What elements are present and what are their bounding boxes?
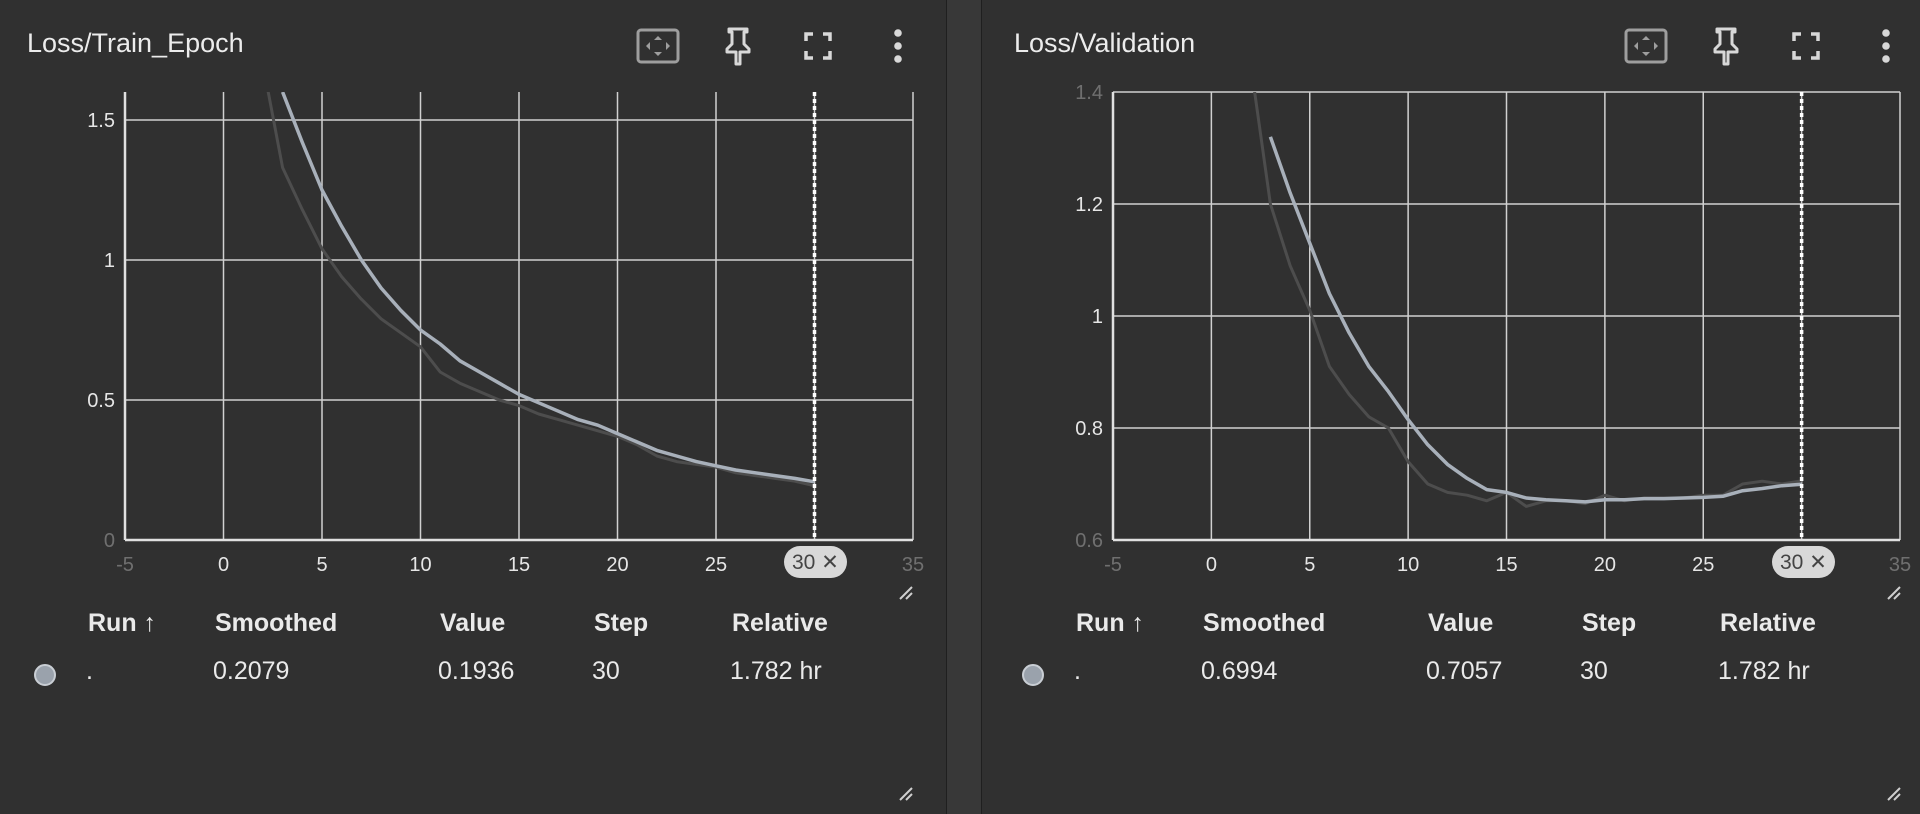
cell-run: . [1074, 657, 1081, 685]
resize-handle-icon[interactable] [1886, 786, 1902, 802]
x-tick-label: -5 [1104, 554, 1122, 576]
cell-value: 0.7057 [1426, 657, 1503, 685]
fit-domain-icon [1624, 28, 1668, 64]
cell-run: . [86, 657, 93, 685]
column-header-smoothed[interactable]: Smoothed [1203, 609, 1326, 637]
more-options-button[interactable] [1862, 22, 1910, 70]
fit-domain-button[interactable] [1622, 22, 1670, 70]
grid [1112, 91, 1901, 541]
smoothed-series-line [280, 92, 815, 484]
fullscreen-button[interactable] [1782, 22, 1830, 70]
x-tick-label: 15 [508, 554, 530, 576]
cell-value: 0.1936 [438, 657, 515, 685]
smoothed-series-line [1268, 136, 1802, 504]
x-tick-label: 35 [902, 554, 924, 576]
line-chart[interactable]: -5 0 5 10 15 20 25 35 0.6 0.8 1 1.2 1.4 [982, 0, 1920, 600]
step-marker-chip[interactable]: 30 ✕ [784, 546, 847, 578]
pin-icon [725, 27, 751, 66]
x-tick-label: 20 [606, 554, 628, 576]
y-tick-label: 0.6 [1075, 530, 1103, 552]
y-tick-label: 0.8 [1075, 418, 1103, 440]
x-tick-label: 15 [1495, 554, 1517, 576]
y-tick-label: 1.4 [1075, 82, 1103, 104]
step-chip-label: 30 ✕ [1780, 550, 1827, 574]
cell-step: 30 [592, 657, 620, 685]
cell-smoothed: 0.6994 [1201, 657, 1278, 685]
run-color-dot [34, 664, 56, 686]
column-header-relative[interactable]: Relative [1720, 609, 1816, 637]
column-header-step[interactable]: Step [1582, 609, 1637, 637]
column-header-run[interactable]: Run ↑ [1076, 609, 1145, 637]
x-tick-label: 10 [1397, 554, 1419, 576]
y-tick-label: 0 [104, 530, 115, 552]
column-header-value[interactable]: Value [440, 609, 506, 637]
cell-relative: 1.782 hr [1718, 657, 1810, 685]
x-tick-label: 5 [1304, 554, 1315, 576]
x-tick-label: -5 [116, 554, 134, 576]
card-title: Loss/Train_Epoch [27, 28, 244, 58]
panel-divider [946, 0, 982, 814]
raw-series-line [1253, 92, 1802, 508]
more-vert-icon [1882, 29, 1890, 63]
x-tick-label: 20 [1594, 554, 1616, 576]
column-header-step[interactable]: Step [594, 609, 649, 637]
step-marker-chip[interactable]: 30 ✕ [1772, 546, 1835, 578]
cell-step: 30 [1580, 657, 1608, 685]
y-tick-label: 1.2 [1075, 194, 1103, 216]
resize-handle-icon[interactable] [898, 585, 914, 601]
more-options-button[interactable] [874, 22, 922, 70]
grid [124, 92, 914, 541]
fullscreen-icon [804, 32, 832, 60]
x-tick-label: 0 [218, 554, 229, 576]
x-tick-label: 35 [1889, 554, 1911, 576]
y-tick-label: 1.5 [87, 110, 115, 132]
fullscreen-icon [1792, 32, 1820, 60]
fit-domain-button[interactable] [634, 22, 682, 70]
pin-button[interactable] [1702, 22, 1750, 70]
run-color-dot [1022, 664, 1044, 686]
scalar-card-train-epoch: Loss/Train_Epoch -5 0 5 10 15 20 25 35 0 0.5 1 1.5 … [0, 0, 946, 814]
fullscreen-button[interactable] [794, 22, 842, 70]
x-tick-label: 0 [1206, 554, 1217, 576]
x-tick-label: 25 [705, 554, 727, 576]
card-title: Loss/Validation [1014, 28, 1196, 58]
scalar-card-validation: Loss/Validation -5 0 5 10 15 20 25 35 0.6 0.8 1 1.2… [982, 0, 1920, 814]
cell-smoothed: 0.2079 [213, 657, 290, 685]
column-header-relative[interactable]: Relative [732, 609, 828, 637]
x-tick-label: 5 [316, 554, 327, 576]
raw-series-line [266, 92, 815, 488]
column-header-run[interactable]: Run ↑ [88, 609, 157, 637]
resize-handle-icon[interactable] [1886, 585, 1902, 601]
x-tick-label: 10 [409, 554, 431, 576]
y-tick-label: 0.5 [87, 390, 115, 412]
cell-relative: 1.782 hr [730, 657, 822, 685]
step-chip-label: 30 ✕ [792, 550, 839, 574]
more-vert-icon [894, 29, 902, 63]
resize-handle-icon[interactable] [898, 786, 914, 802]
pin-button[interactable] [714, 22, 762, 70]
y-tick-label: 1 [104, 250, 115, 272]
pin-icon [1713, 27, 1739, 66]
column-header-smoothed[interactable]: Smoothed [215, 609, 338, 637]
x-tick-label: 25 [1692, 554, 1714, 576]
column-header-value[interactable]: Value [1428, 609, 1494, 637]
fit-domain-icon [636, 28, 680, 64]
y-tick-label: 1 [1092, 306, 1103, 328]
